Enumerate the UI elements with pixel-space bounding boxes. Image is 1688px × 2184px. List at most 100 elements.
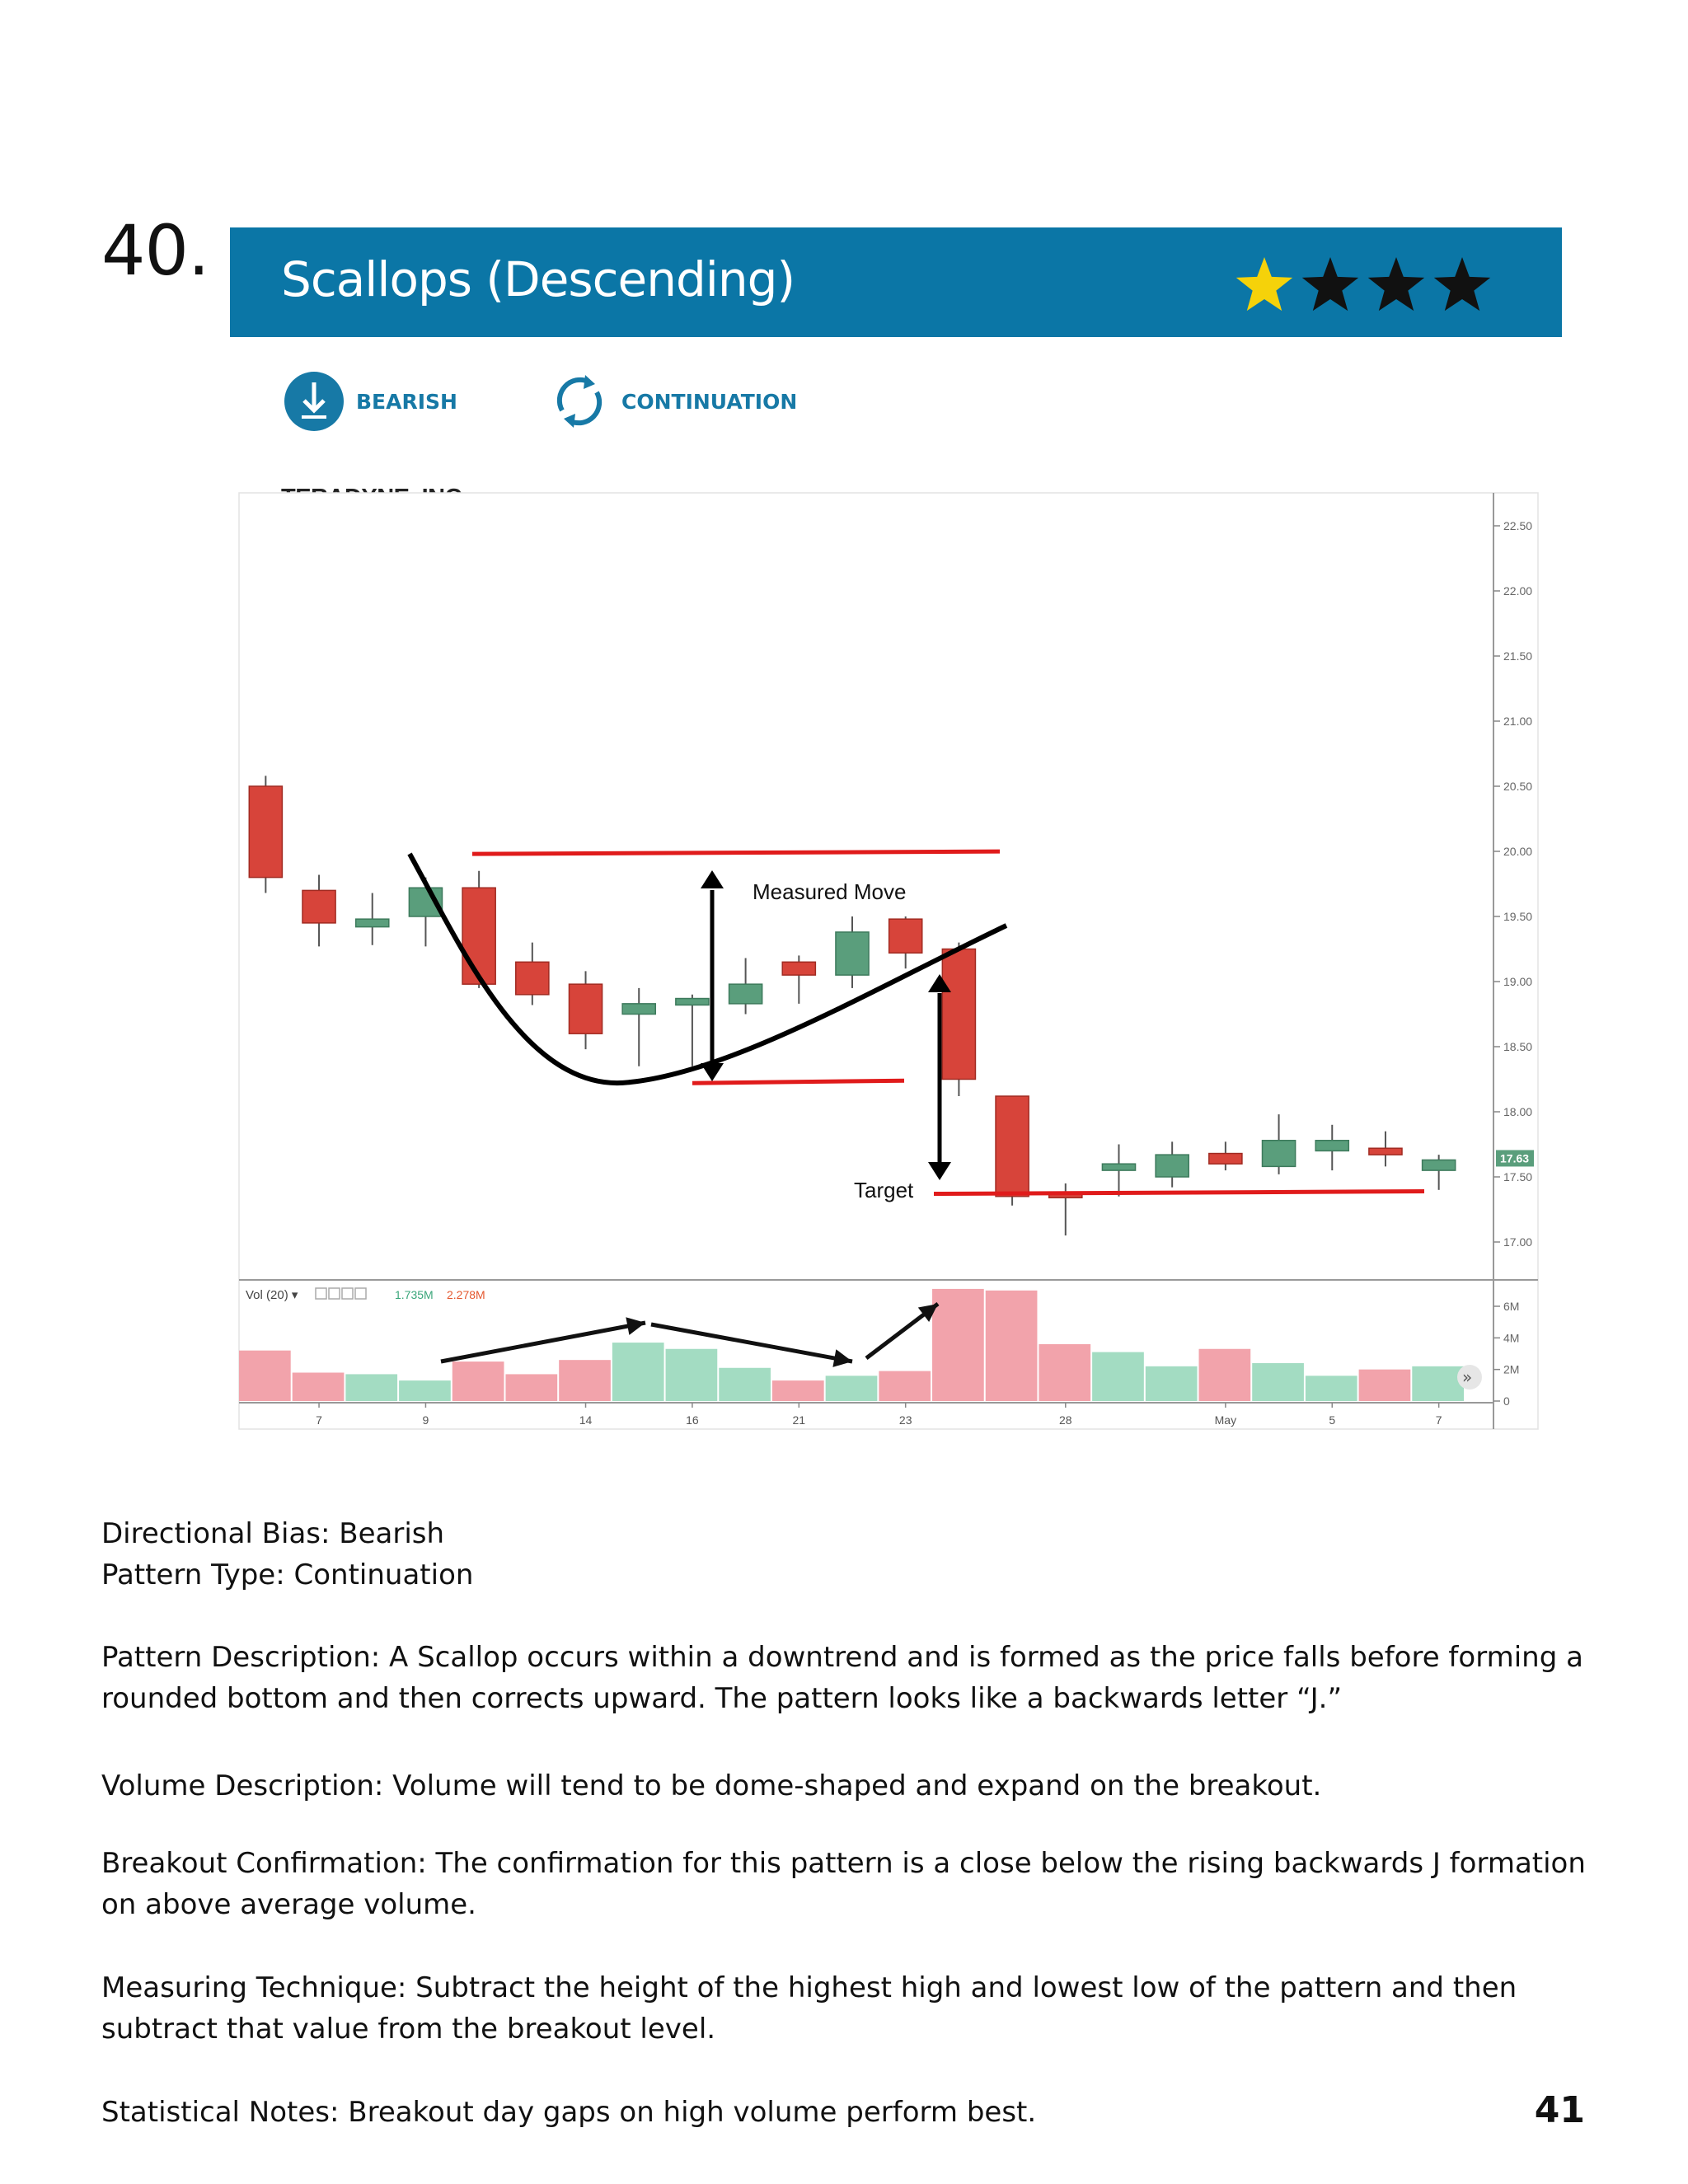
volume-bar [505, 1374, 558, 1401]
time-tick-label: 5 [1329, 1413, 1335, 1427]
volume-bar [1358, 1369, 1411, 1401]
volume-bar [239, 1350, 291, 1401]
pattern-title: Scallops (Descending) [281, 251, 795, 307]
volume-tick-label: 6M [1503, 1300, 1519, 1313]
price-tick-label: 20.50 [1503, 780, 1532, 793]
price-tick-label: 19.00 [1503, 975, 1532, 988]
candle-body [835, 931, 870, 976]
pattern-number: 40. [101, 210, 210, 291]
volume-control-icon [341, 1287, 354, 1300]
time-tick-label: 7 [316, 1413, 322, 1427]
star-filled-icon [1236, 257, 1293, 312]
time-tick-label: 23 [899, 1413, 912, 1427]
candle-body [462, 887, 496, 985]
candle-body [941, 948, 977, 1080]
candle-body [621, 1003, 657, 1015]
chart-frame [238, 492, 1539, 1430]
volume-bar [665, 1348, 718, 1401]
candle-body [675, 997, 710, 1006]
volume-bar [1305, 1376, 1357, 1401]
volume-fall-arrow-head [832, 1349, 852, 1367]
volume-indicator-label: Vol (20) ▾ [246, 1288, 298, 1302]
volume-bar [1198, 1348, 1251, 1401]
volume-bar [1039, 1344, 1091, 1401]
directional-bias: Directional Bias: Bearish [101, 1517, 445, 1550]
candle-body [1261, 1140, 1296, 1168]
star-empty-icon [1433, 257, 1491, 312]
target-arrow-head-down [928, 1162, 951, 1180]
bearish-tag: BEARISH [284, 371, 457, 432]
last-price-label: 17.63 [1500, 1151, 1529, 1165]
price-tick-label: 22.00 [1503, 584, 1532, 598]
volume-bar [559, 1360, 611, 1401]
star-empty-icon [1367, 257, 1425, 312]
volume-bar [719, 1367, 771, 1401]
volume-bar [399, 1380, 451, 1401]
volume-bar [985, 1290, 1038, 1401]
continuation-tag: CONTINUATION [549, 371, 797, 432]
candle-body [728, 983, 763, 1005]
volume-breakout-arrow-head [917, 1304, 938, 1323]
support-line [692, 1078, 905, 1085]
candle-body [1368, 1147, 1403, 1155]
volume-bar [1412, 1366, 1464, 1401]
volume-bar [292, 1372, 345, 1401]
candle-body [781, 961, 817, 976]
volume-bar [879, 1371, 931, 1401]
candle-body [1315, 1140, 1350, 1152]
pattern-description: Pattern Description: A Scallop occurs wi… [101, 1641, 1583, 1715]
volume-bar [825, 1376, 878, 1401]
time-tick-label: 16 [686, 1413, 699, 1427]
price-tick-label: 17.50 [1503, 1170, 1532, 1183]
time-tick-label: May [1215, 1413, 1236, 1427]
candle-body [248, 785, 284, 879]
price-tick-label: 20.00 [1503, 845, 1532, 858]
last-price-badge [1496, 1150, 1534, 1167]
volume-bar [1145, 1366, 1198, 1401]
target-arrow-head-up [928, 974, 951, 992]
volume-bar [1252, 1363, 1304, 1401]
pattern-type: Pattern Type: Continuation [101, 1558, 474, 1591]
statistical-notes: Statistical Notes: Breakout day gaps on … [101, 2096, 1037, 2129]
price-tick-label: 22.50 [1503, 519, 1532, 532]
volume-control-icon [328, 1287, 340, 1300]
volume-tick-label: 0 [1503, 1394, 1510, 1408]
volume-bar [932, 1288, 984, 1401]
measuring-technique: Measuring Technique: Subtract the height… [101, 1971, 1517, 2046]
price-tick-label: 19.50 [1503, 910, 1532, 923]
circular-arrows-icon [556, 375, 603, 428]
breakout-confirmation: Breakout Confirmation: The confirmation … [101, 1847, 1586, 1921]
time-tick-label: 7 [1436, 1413, 1442, 1427]
page-number: 41 [1534, 2089, 1585, 2131]
target-line [933, 1189, 1425, 1197]
volume-bar [1092, 1352, 1144, 1401]
volume-bar [612, 1343, 664, 1401]
time-tick-label: 21 [793, 1413, 806, 1427]
measured-move-arrow-head-up [701, 870, 724, 888]
candle-body [1155, 1154, 1189, 1178]
candle-body [1101, 1163, 1137, 1171]
candle-body [1208, 1152, 1243, 1165]
candle-body [568, 983, 603, 1034]
time-tick-label: 14 [579, 1413, 593, 1427]
price-tick-label: 18.00 [1503, 1105, 1532, 1118]
volume-description: Volume Description: Volume will tend to … [101, 1769, 1322, 1802]
volume-control-icon [315, 1287, 327, 1300]
scroll-right-button [1457, 1365, 1482, 1390]
continuation-label: CONTINUATION [621, 389, 798, 414]
time-tick-label: 9 [423, 1413, 429, 1427]
volume-value-average: 2.278M [447, 1288, 485, 1301]
candle-body [354, 918, 390, 928]
scroll-right-icon: » [1462, 1367, 1472, 1387]
rating-stars [1234, 255, 1493, 316]
candle-body [995, 1095, 1029, 1197]
volume-tick-label: 2M [1503, 1363, 1519, 1376]
volume-value-current: 1.735M [395, 1288, 434, 1301]
down-arrow-circle-icon [284, 372, 344, 431]
candle-body [515, 961, 550, 996]
price-tick-label: 17.00 [1503, 1235, 1532, 1249]
scallop-curve [407, 852, 1008, 1086]
volume-rise-arrow [440, 1320, 646, 1364]
price-tick-label: 21.00 [1503, 715, 1532, 728]
